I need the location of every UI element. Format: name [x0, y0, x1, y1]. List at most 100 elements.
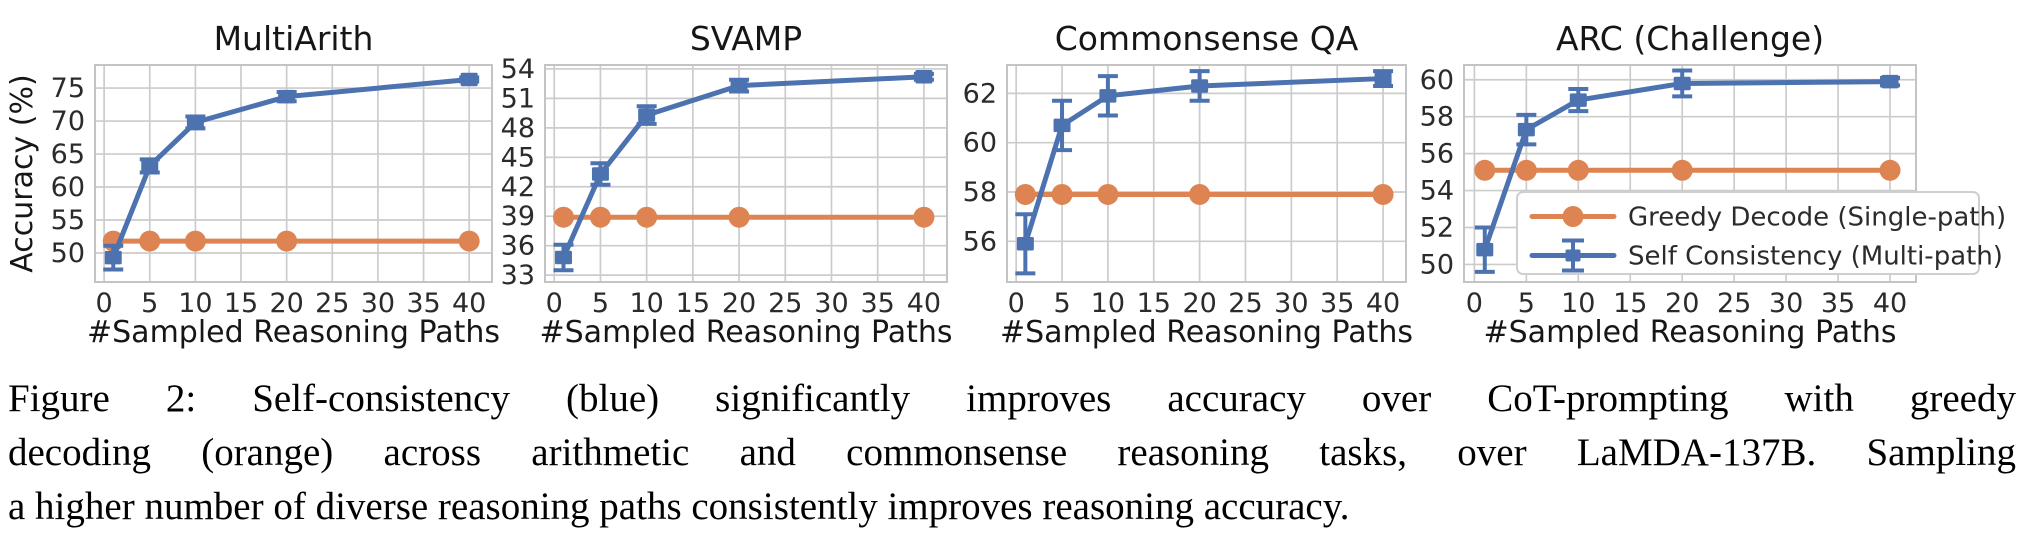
y-tick-label: 70 — [51, 106, 85, 137]
x-tick-label: 0 — [96, 288, 113, 319]
y-tick-label: 58 — [963, 177, 997, 208]
greedy-decode-single-path-point — [1474, 159, 1496, 181]
x-tick-label: 30 — [1769, 288, 1803, 319]
y-tick-label: 60 — [1420, 65, 1454, 96]
caption-line-2: decoding (orange) across arithmetic and … — [8, 431, 2016, 474]
x-tick-label: 5 — [1518, 288, 1535, 319]
x-tick-label: 30 — [1274, 288, 1308, 319]
x-tick-label: 25 — [315, 288, 349, 319]
y-tick-label: 50 — [51, 238, 85, 269]
greedy-decode-single-path-point — [1515, 159, 1537, 181]
x-tick-label: 25 — [1228, 288, 1262, 319]
y-tick-label: 56 — [1420, 139, 1454, 170]
y-axis-label: Accuracy (%) — [5, 74, 40, 272]
self-consistency-multi-path-point — [1569, 93, 1587, 107]
greedy-decode-single-path-point — [458, 230, 480, 252]
self-consistency-multi-path-point — [638, 108, 656, 122]
chart-arc-challenge: 50 52 54 56 58 60 0 5 10 15 20 25 30 35 40 ARC (Challen… — [1420, 19, 2006, 350]
y-tick-label: 50 — [1420, 249, 1454, 280]
self-consistency-multi-path-point — [1374, 71, 1392, 86]
y-tick-label: 62 — [963, 78, 997, 109]
y-tick-label: 65 — [51, 139, 85, 170]
x-tick-label: 20 — [1665, 288, 1699, 319]
y-tick-label: 45 — [501, 142, 535, 173]
self-consistency-multi-path-line — [560, 74, 927, 260]
greedy-decode-single-path-point — [1097, 183, 1119, 205]
x-tick-label: 10 — [629, 288, 663, 319]
x-tick-label: 40 — [1366, 288, 1400, 319]
x-axis-label: #Sampled Reasoning Paths — [540, 315, 953, 350]
chart-title: MultiArith — [214, 19, 374, 58]
x-axis-label: #Sampled Reasoning Paths — [1000, 315, 1413, 350]
x-axis-label: #Sampled Reasoning Paths — [87, 315, 500, 350]
greedy-decode-single-path-point — [1879, 159, 1901, 181]
greedy-decode-single-path-point — [1051, 183, 1073, 205]
greedy-decode-single-path-point — [184, 230, 206, 252]
self-consistency-multi-path-line — [110, 77, 472, 261]
x-tick-label: 15 — [1613, 288, 1647, 319]
greedy-decode-single-path-point — [139, 230, 161, 252]
self-consistency-multi-path-line — [1022, 76, 1386, 247]
x-tick-label: 25 — [768, 288, 802, 319]
y-tick-label: 48 — [501, 113, 535, 144]
x-tick-label: 5 — [141, 288, 158, 319]
self-consistency-multi-path-point — [1881, 74, 1899, 89]
self-consistency-multi-path-point — [1517, 122, 1535, 137]
plot-border — [1006, 64, 1407, 283]
y-tick-label: 39 — [501, 201, 535, 232]
caption-line-3: a higher number of diverse reasoning pat… — [8, 485, 1350, 528]
x-tick-label: 20 — [269, 288, 303, 319]
x-tick-label: 10 — [178, 288, 212, 319]
y-tick-label: 36 — [501, 231, 535, 262]
x-tick-label: 15 — [676, 288, 710, 319]
x-tick-label: 20 — [1182, 288, 1216, 319]
x-tick-label: 5 — [1053, 288, 1070, 319]
chart-title: ARC (Challenge) — [1556, 19, 1824, 58]
self-consistency-multi-path-point — [1016, 237, 1034, 251]
x-tick-label: 40 — [452, 288, 486, 319]
x-tick-label: 15 — [224, 288, 258, 319]
x-tick-label: 15 — [1137, 288, 1171, 319]
legend-marker-square — [1565, 249, 1581, 262]
y-tick-label: 55 — [51, 205, 85, 236]
x-tick-label: 35 — [1320, 288, 1354, 319]
self-consistency-multi-path-point — [591, 167, 609, 181]
x-tick-label: 5 — [592, 288, 609, 319]
chart-title: SVAMP — [690, 19, 802, 58]
greedy-decode-single-path-point — [276, 230, 298, 252]
x-tick-label: 30 — [814, 288, 848, 319]
self-consistency-multi-path-point — [278, 89, 296, 104]
self-consistency-multi-path-point — [141, 159, 159, 173]
figure-caption: Figure 2: Self-consistency (blue) signif… — [0, 372, 2030, 534]
self-consistency-multi-path-point — [104, 250, 122, 265]
self-consistency-multi-path-point — [915, 70, 933, 84]
x-tick-label: 35 — [861, 288, 895, 319]
greedy-decode-single-path-point — [913, 206, 935, 228]
chart-commonsense-qa: 56 58 60 62 0 5 10 15 20 25 30 35 40 Commonsense QA #S… — [963, 19, 1413, 350]
x-tick-label: 35 — [1821, 288, 1855, 319]
greedy-decode-single-path-point — [728, 206, 750, 228]
y-tick-label: 33 — [501, 260, 535, 291]
x-tick-label: 25 — [1717, 288, 1751, 319]
x-tick-label: 40 — [907, 288, 941, 319]
greedy-decode-single-path-point — [589, 206, 611, 228]
self-consistency-multi-path-point — [1191, 79, 1209, 93]
greedy-decode-single-path-point — [636, 206, 658, 228]
legend-label-self-consistency-multi-path: Self Consistency (Multi-path) — [1628, 242, 2003, 272]
greedy-decode-single-path-point — [1567, 159, 1589, 181]
self-consistency-multi-path-point — [1099, 89, 1117, 103]
x-axis-label: #Sampled Reasoning Paths — [1484, 315, 1897, 350]
self-consistency-multi-path-point — [730, 78, 748, 93]
x-tick-label: 35 — [406, 288, 440, 319]
y-tick-label: 54 — [501, 54, 535, 85]
y-tick-label: 56 — [963, 226, 997, 257]
y-tick-label: 54 — [1420, 176, 1454, 207]
x-tick-label: 10 — [1561, 288, 1595, 319]
greedy-decode-single-path-point — [552, 206, 574, 228]
x-tick-label: 10 — [1091, 288, 1125, 319]
chart-title: Commonsense QA — [1055, 19, 1359, 58]
legend-box — [1516, 191, 1980, 275]
